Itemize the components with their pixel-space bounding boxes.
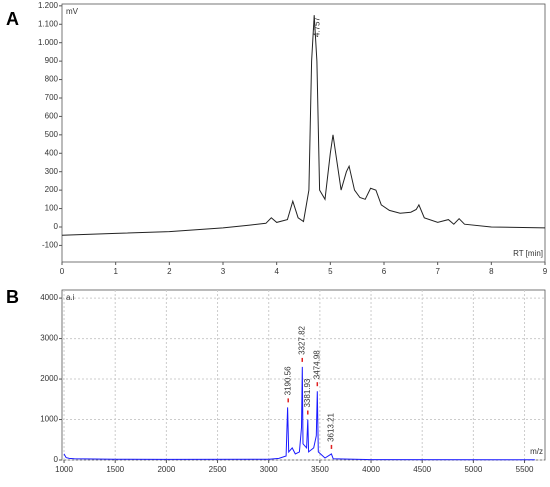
- y-tick-label: 3000: [40, 334, 58, 343]
- y-tick-label: 1.000: [38, 38, 59, 47]
- peak-label: 3190.56: [283, 366, 292, 395]
- peak-label: 3474.98: [312, 350, 321, 379]
- panel-label: A: [6, 9, 19, 29]
- x-tick-label: 9: [543, 267, 548, 276]
- x-unit: m/z: [530, 447, 543, 456]
- x-tick-label: 3: [221, 267, 226, 276]
- x-tick-label: 8: [489, 267, 494, 276]
- y-unit: a.i: [66, 293, 75, 302]
- y-tick-label: 4000: [40, 293, 58, 302]
- y-tick-label: 700: [45, 93, 59, 102]
- x-tick-label: 3000: [260, 465, 278, 474]
- y-tick-label: 100: [45, 204, 59, 213]
- y-tick-label: 600: [45, 112, 59, 121]
- y-tick-label: 0: [54, 222, 59, 231]
- x-tick-label: 4: [274, 267, 279, 276]
- y-tick-label: -100: [42, 241, 59, 250]
- peak-label: 3381.93: [303, 378, 312, 407]
- panel-label: B: [6, 287, 19, 307]
- peak-label: 3327.82: [297, 325, 306, 354]
- x-tick-label: 2: [167, 267, 172, 276]
- x-tick-label: 7: [435, 267, 440, 276]
- x-tick-label: 2000: [157, 465, 175, 474]
- peak-label: 3613.21: [327, 412, 336, 441]
- x-unit: RT [min]: [513, 249, 543, 258]
- x-tick-label: 5: [328, 267, 333, 276]
- y-tick-label: 400: [45, 148, 59, 157]
- x-tick-label: 1: [113, 267, 118, 276]
- plot-frame: [61, 3, 546, 263]
- x-tick-label: 3500: [311, 465, 329, 474]
- y-tick-label: 2000: [40, 374, 58, 383]
- y-tick-label: 300: [45, 167, 59, 176]
- y-tick-label: 200: [45, 185, 59, 194]
- y-tick-label: 1.200: [38, 1, 59, 10]
- x-tick-label: 0: [60, 267, 65, 276]
- x-tick-label: 4000: [362, 465, 380, 474]
- x-tick-label: 6: [382, 267, 387, 276]
- plot-frame: [61, 289, 546, 461]
- y-unit: mV: [66, 7, 79, 16]
- x-tick-label: 4500: [413, 465, 431, 474]
- data-line: [61, 15, 546, 236]
- y-tick-label: 1000: [40, 415, 58, 424]
- x-tick-label: 1500: [106, 465, 124, 474]
- y-tick-label: 1.100: [38, 19, 59, 28]
- y-tick-label: 0: [54, 455, 59, 464]
- x-tick-label: 1000: [55, 465, 73, 474]
- x-tick-label: 5500: [516, 465, 534, 474]
- y-tick-label: 900: [45, 56, 59, 65]
- x-tick-label: 2500: [209, 465, 227, 474]
- data-line: [63, 366, 535, 461]
- y-tick-label: 800: [45, 75, 59, 84]
- y-tick-label: 500: [45, 130, 59, 139]
- x-tick-label: 5000: [464, 465, 482, 474]
- peak-label: 4.757: [312, 17, 321, 38]
